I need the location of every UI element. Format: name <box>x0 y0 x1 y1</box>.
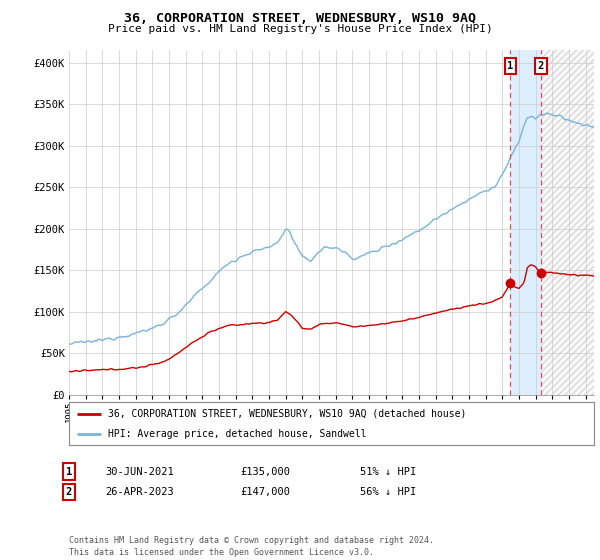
Text: 36, CORPORATION STREET, WEDNESBURY, WS10 9AQ: 36, CORPORATION STREET, WEDNESBURY, WS10… <box>124 12 476 25</box>
Text: £135,000: £135,000 <box>240 466 290 477</box>
Bar <box>541 50 594 395</box>
Text: HPI: Average price, detached house, Sandwell: HPI: Average price, detached house, Sand… <box>109 430 367 439</box>
Text: 30-JUN-2021: 30-JUN-2021 <box>105 466 174 477</box>
Text: 1: 1 <box>508 61 514 71</box>
Bar <box>541 50 594 395</box>
Bar <box>511 50 541 395</box>
Text: 51% ↓ HPI: 51% ↓ HPI <box>360 466 416 477</box>
Text: £147,000: £147,000 <box>240 487 290 497</box>
Text: 36, CORPORATION STREET, WEDNESBURY, WS10 9AQ (detached house): 36, CORPORATION STREET, WEDNESBURY, WS10… <box>109 409 467 419</box>
Text: Contains HM Land Registry data © Crown copyright and database right 2024.
This d: Contains HM Land Registry data © Crown c… <box>69 536 434 557</box>
Text: Price paid vs. HM Land Registry's House Price Index (HPI): Price paid vs. HM Land Registry's House … <box>107 24 493 34</box>
Text: 2: 2 <box>66 487 72 497</box>
Text: 2: 2 <box>538 61 544 71</box>
Text: 1: 1 <box>66 466 72 477</box>
Text: 26-APR-2023: 26-APR-2023 <box>105 487 174 497</box>
Text: 56% ↓ HPI: 56% ↓ HPI <box>360 487 416 497</box>
